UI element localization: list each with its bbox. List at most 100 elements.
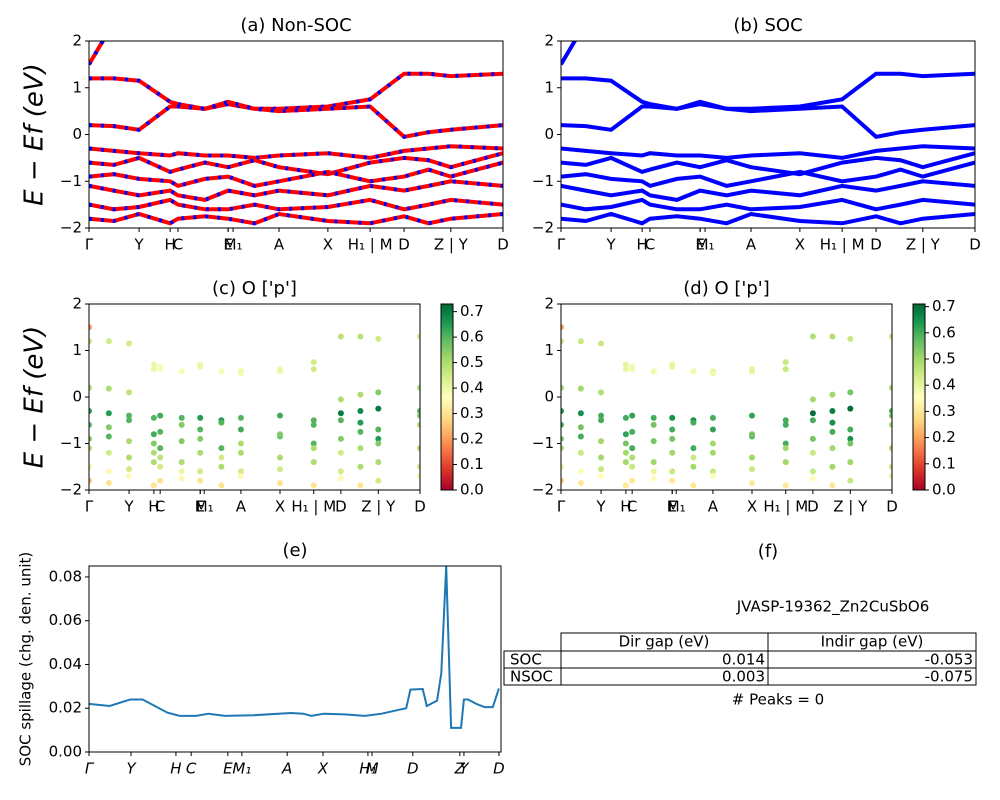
- x-tick-label: M: [366, 760, 379, 778]
- x-tick-label: H: [620, 498, 631, 516]
- projected-point: [889, 384, 892, 391]
- x-tick-label: E: [695, 236, 704, 254]
- band: [561, 211, 975, 226]
- projected-point: [337, 333, 344, 340]
- projected-point: [748, 480, 755, 487]
- x-tick-label: C: [155, 498, 165, 516]
- projected-point: [417, 333, 420, 340]
- projected-point: [809, 468, 816, 475]
- projected-point: [105, 480, 112, 487]
- y-tick-label: 0.06: [49, 611, 82, 629]
- projected-point: [809, 475, 816, 482]
- projected-point: [709, 414, 716, 421]
- x-tick-label: X: [323, 236, 333, 254]
- projected-point: [650, 475, 657, 482]
- projected-point: [197, 435, 204, 442]
- colorbar-tick-label: 0.0: [932, 481, 956, 499]
- projected-point: [197, 426, 204, 433]
- projected-point: [748, 431, 755, 438]
- y-tick-label: −1: [60, 172, 82, 190]
- plot-area: [89, 324, 420, 489]
- projected-point: [310, 359, 317, 366]
- projected-point: [150, 366, 157, 373]
- projected-point: [847, 440, 854, 447]
- projected-point: [629, 428, 636, 435]
- x-tick-label: F: [668, 498, 677, 516]
- projected-point: [847, 405, 854, 412]
- projected-point: [809, 417, 816, 424]
- table-value: 0.003: [722, 668, 765, 686]
- axes-frame: [88, 303, 421, 491]
- projected-point: [105, 385, 112, 392]
- projected-point: [669, 361, 676, 368]
- x-tick-label: H₁: [359, 760, 376, 778]
- projected-point: [709, 473, 716, 480]
- projected-point: [237, 440, 244, 447]
- colorbar-tick-label: 0.2: [460, 430, 484, 448]
- y-tick-label: 2: [544, 295, 554, 313]
- projected-point: [650, 468, 657, 475]
- projected-point: [782, 482, 789, 489]
- projected-point: [782, 366, 789, 373]
- band-dash: [89, 41, 106, 66]
- table-value: 0.014: [722, 651, 765, 669]
- projected-point: [357, 391, 364, 398]
- y-tick-label: 2: [72, 32, 82, 50]
- colorbar-tick-label: 0.6: [460, 328, 484, 346]
- colorbar-tick-label: 0.7: [932, 297, 956, 315]
- projected-point: [218, 419, 225, 426]
- projected-point: [150, 459, 157, 466]
- projected-point: [197, 449, 204, 456]
- projected-point: [622, 366, 629, 373]
- projected-point: [89, 324, 92, 331]
- projected-point: [889, 421, 892, 428]
- axes-frame: [88, 565, 502, 753]
- projected-point: [157, 454, 164, 461]
- projected-point: [218, 454, 225, 461]
- colorbar: [912, 303, 926, 491]
- band: [89, 71, 503, 111]
- y-tick-label: −2: [60, 219, 82, 237]
- projected-point: [809, 333, 816, 340]
- projected-point: [669, 426, 676, 433]
- y-tick-label: −1: [60, 434, 82, 452]
- projected-point: [709, 468, 716, 475]
- x-tick-label: H₁ | M: [348, 236, 393, 254]
- note: # Peaks = 0: [732, 691, 824, 709]
- projected-point: [105, 433, 112, 440]
- projected-point: [337, 396, 344, 403]
- projected-point: [669, 477, 676, 484]
- projected-point: [178, 421, 185, 428]
- axes-frame: [560, 303, 893, 491]
- x-tick-label: C: [173, 236, 183, 254]
- projected-point: [577, 433, 584, 440]
- projected-point: [650, 459, 657, 466]
- projected-point: [150, 414, 157, 421]
- projected-point: [809, 410, 816, 417]
- projected-point: [178, 368, 185, 375]
- projected-point: [889, 463, 892, 470]
- projected-point: [561, 421, 564, 428]
- projected-point: [89, 384, 92, 391]
- y-axis-label: E − Ef (eV): [20, 326, 50, 469]
- projected-point: [105, 449, 112, 456]
- x-tick-label: H₁ | M: [820, 236, 865, 254]
- projected-point: [375, 405, 382, 412]
- x-tick-label: Γ: [557, 498, 566, 516]
- x-tick-label: Y: [606, 236, 617, 254]
- projected-point: [748, 454, 755, 461]
- projected-point: [847, 335, 854, 342]
- x-tick-label: Z | Y: [906, 236, 941, 254]
- x-tick-label: F: [696, 236, 705, 254]
- projected-point: [89, 445, 92, 452]
- band-dash: [89, 160, 503, 189]
- projected-point: [150, 440, 157, 447]
- x-tick-label: D: [407, 760, 419, 778]
- projected-point: [237, 426, 244, 433]
- x-tick-label: Γ: [557, 236, 566, 254]
- plot-area: [89, 41, 503, 226]
- y-tick-label: 0: [544, 388, 554, 406]
- projected-point: [782, 359, 789, 366]
- y-tick-label: 1: [544, 341, 554, 359]
